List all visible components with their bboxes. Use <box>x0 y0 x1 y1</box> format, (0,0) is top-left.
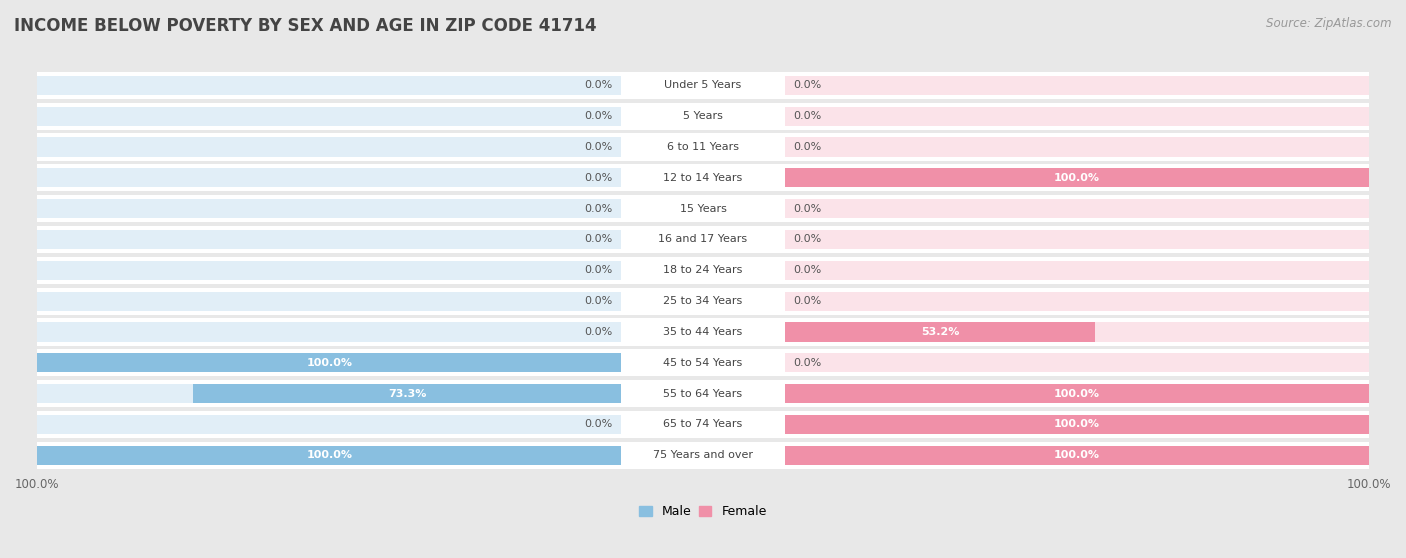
Text: 6 to 11 Years: 6 to 11 Years <box>666 142 740 152</box>
Text: 16 and 17 Years: 16 and 17 Years <box>658 234 748 244</box>
Text: 0.0%: 0.0% <box>793 111 821 121</box>
Bar <box>37 257 1369 284</box>
Bar <box>37 137 621 156</box>
Text: 0.0%: 0.0% <box>585 420 613 430</box>
Text: 0.0%: 0.0% <box>585 80 613 90</box>
Bar <box>785 353 1369 372</box>
Bar <box>37 164 1369 191</box>
Bar <box>37 415 621 434</box>
Bar <box>785 415 1369 434</box>
Text: 35 to 44 Years: 35 to 44 Years <box>664 327 742 337</box>
Bar <box>37 133 1369 161</box>
Legend: Male, Female: Male, Female <box>640 506 766 518</box>
Bar <box>37 323 621 341</box>
Bar <box>785 323 1369 341</box>
Bar <box>37 292 621 311</box>
Text: 0.0%: 0.0% <box>585 111 613 121</box>
Bar <box>37 446 621 465</box>
Bar <box>37 168 621 187</box>
Text: 0.0%: 0.0% <box>585 327 613 337</box>
Text: 0.0%: 0.0% <box>793 358 821 368</box>
Text: INCOME BELOW POVERTY BY SEX AND AGE IN ZIP CODE 41714: INCOME BELOW POVERTY BY SEX AND AGE IN Z… <box>14 17 596 35</box>
Bar <box>37 71 1369 99</box>
Text: 65 to 74 Years: 65 to 74 Years <box>664 420 742 430</box>
Bar <box>37 442 1369 469</box>
Text: 75 Years and over: 75 Years and over <box>652 450 754 460</box>
Bar <box>785 168 1369 187</box>
Bar <box>785 323 1095 341</box>
Bar <box>785 292 1369 311</box>
Bar <box>37 199 621 218</box>
Text: Source: ZipAtlas.com: Source: ZipAtlas.com <box>1267 17 1392 30</box>
Text: 55 to 64 Years: 55 to 64 Years <box>664 389 742 398</box>
Bar <box>37 349 1369 377</box>
Bar <box>37 411 1369 438</box>
Text: 0.0%: 0.0% <box>793 142 821 152</box>
Bar <box>785 261 1369 280</box>
Bar <box>785 230 1369 249</box>
Text: 73.3%: 73.3% <box>388 389 426 398</box>
Text: 0.0%: 0.0% <box>585 173 613 183</box>
Text: 15 Years: 15 Years <box>679 204 727 214</box>
Text: 53.2%: 53.2% <box>921 327 959 337</box>
Text: 100.0%: 100.0% <box>307 358 353 368</box>
Bar <box>37 319 1369 345</box>
Bar <box>785 446 1369 465</box>
Bar <box>785 384 1369 403</box>
Text: 12 to 14 Years: 12 to 14 Years <box>664 173 742 183</box>
Text: 25 to 34 Years: 25 to 34 Years <box>664 296 742 306</box>
Bar <box>785 446 1369 465</box>
Bar <box>785 137 1369 156</box>
Bar <box>785 107 1369 126</box>
Bar <box>785 199 1369 218</box>
Bar <box>37 103 1369 129</box>
Bar <box>37 287 1369 315</box>
Text: 0.0%: 0.0% <box>793 234 821 244</box>
Bar <box>37 446 621 465</box>
Text: 0.0%: 0.0% <box>793 296 821 306</box>
Bar <box>37 107 621 126</box>
Bar <box>193 384 621 403</box>
Bar <box>37 226 1369 253</box>
Text: 0.0%: 0.0% <box>585 296 613 306</box>
Text: 0.0%: 0.0% <box>585 142 613 152</box>
Bar <box>37 384 621 403</box>
Bar <box>785 76 1369 95</box>
Bar <box>785 168 1369 187</box>
Text: 0.0%: 0.0% <box>793 80 821 90</box>
Bar <box>785 415 1369 434</box>
Text: Under 5 Years: Under 5 Years <box>665 80 741 90</box>
Text: 18 to 24 Years: 18 to 24 Years <box>664 265 742 275</box>
Bar <box>37 353 621 372</box>
Text: 0.0%: 0.0% <box>793 204 821 214</box>
Text: 0.0%: 0.0% <box>585 234 613 244</box>
Text: 0.0%: 0.0% <box>585 265 613 275</box>
Bar <box>37 261 621 280</box>
Text: 100.0%: 100.0% <box>1053 389 1099 398</box>
Bar <box>37 76 621 95</box>
Text: 100.0%: 100.0% <box>1053 173 1099 183</box>
Text: 100.0%: 100.0% <box>1053 420 1099 430</box>
Text: 5 Years: 5 Years <box>683 111 723 121</box>
Text: 0.0%: 0.0% <box>793 265 821 275</box>
Bar <box>37 380 1369 407</box>
Text: 100.0%: 100.0% <box>307 450 353 460</box>
Bar <box>37 353 621 372</box>
Bar <box>37 195 1369 222</box>
Text: 100.0%: 100.0% <box>1053 450 1099 460</box>
Bar <box>37 230 621 249</box>
Bar <box>785 384 1369 403</box>
Text: 0.0%: 0.0% <box>585 204 613 214</box>
Text: 45 to 54 Years: 45 to 54 Years <box>664 358 742 368</box>
